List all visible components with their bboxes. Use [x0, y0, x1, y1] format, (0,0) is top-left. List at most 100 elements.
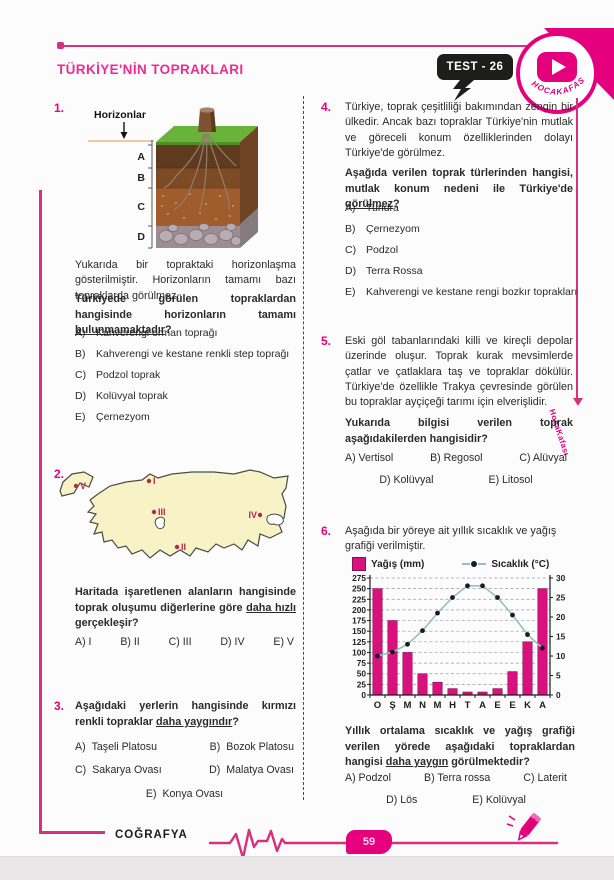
- q5-options-row2: D) Kolüvyal E) Litosol: [345, 474, 567, 486]
- svg-text:E: E: [494, 700, 500, 711]
- q5-option-c: C) Alüvyal: [519, 452, 567, 464]
- q6-option-b: B) Terra rossa: [424, 772, 491, 784]
- horizon-b-label: B: [137, 172, 145, 184]
- q1-option-d: D) Kolüvyal toprak: [75, 390, 168, 402]
- q6-option-e: E) Kolüvyal: [472, 794, 526, 806]
- svg-text:M: M: [404, 700, 412, 711]
- down-arrow-icon: [120, 132, 128, 139]
- q2-option-c: C) III: [168, 636, 192, 648]
- soil-speckles: [161, 193, 234, 220]
- svg-text:10: 10: [556, 651, 566, 661]
- horizon-c-layer: [156, 188, 240, 226]
- horizon-b-layer: [156, 168, 240, 188]
- q3-stem: Aşağıdaki yerlerin hangisinde kırmızı re…: [75, 700, 296, 728]
- q3-options-row2: C) Sakarya Ovası D) Malatya Ovası: [75, 764, 294, 776]
- svg-text:125: 125: [352, 637, 366, 647]
- tree-roots: [163, 133, 237, 211]
- q1-stem: Türkiyede görülen topraklardan hangisind…: [75, 293, 296, 337]
- svg-text:225: 225: [352, 594, 366, 604]
- page-title: TÜRKİYE'NİN TOPRAKLARI: [57, 62, 244, 77]
- horizon-a-layer: [156, 145, 240, 168]
- q2-option-d: D) IV: [220, 636, 245, 648]
- svg-text:Ş: Ş: [389, 700, 395, 711]
- svg-text:275: 275: [352, 573, 366, 583]
- svg-text:0: 0: [556, 690, 561, 700]
- left-rule: [39, 190, 42, 833]
- q1-option-c: C) Podzol toprak: [75, 369, 161, 381]
- q2-options: A) I B) II C) III D) IV E) V: [75, 636, 294, 648]
- q3-option-a: A) Taşeli Platosu: [75, 741, 157, 753]
- figure-label: Horizonlar: [94, 109, 146, 121]
- q6-option-a: A) Podzol: [345, 772, 391, 784]
- svg-text:15: 15: [556, 632, 566, 642]
- q2-option-e: E) V: [273, 636, 294, 648]
- q2-option-b: B) II: [120, 636, 140, 648]
- svg-text:250: 250: [352, 584, 366, 594]
- temp-legend-icon: [462, 561, 487, 567]
- svg-text:T: T: [465, 700, 471, 711]
- q3-option-b: B) Bozok Platosu: [209, 741, 294, 753]
- q4-number: 4.: [321, 100, 332, 114]
- q6-options-row2: D) Lös E) Kolüvyal: [345, 794, 567, 806]
- q2-option-a: A) I: [75, 636, 92, 648]
- marker-v-label: V: [80, 481, 86, 491]
- q5-options-row1: A) Vertisol B) Regosol C) Alüvyal: [345, 452, 567, 464]
- svg-text:A: A: [479, 700, 486, 711]
- q6-option-d: D) Lös: [386, 794, 418, 806]
- page-number-badge: 59: [346, 830, 392, 854]
- q3-options-row1: A) Taşeli Platosu B) Bozok Platosu: [75, 741, 294, 753]
- q4-option-a: A) Tundra: [345, 202, 399, 214]
- precip-legend-swatch: [352, 557, 366, 571]
- q4-option-d: D) Terra Rossa: [345, 265, 423, 277]
- q5-stem: Yukarıda bilgisi verilen toprak aşağıdak…: [345, 417, 573, 445]
- q5-option-a: A) Vertisol: [345, 452, 394, 464]
- chart-legend: Yağış (mm) Sıcaklık (°C): [352, 557, 574, 571]
- svg-text:O: O: [374, 700, 381, 711]
- q1-intro: Yukarıda bir topraktaki horizonlaşma gös…: [75, 259, 296, 302]
- q3-option-d: D) Malatya Ovası: [209, 764, 294, 776]
- q5-option-d: D) Kolüvyal: [379, 474, 434, 486]
- climate-chart: 0255075100125150175200225250275051015202…: [352, 573, 566, 711]
- svg-text:A: A: [539, 700, 546, 711]
- q5-number: 5.: [321, 334, 332, 348]
- lake-van: [266, 513, 284, 526]
- horizon-c-label: C: [137, 201, 145, 213]
- svg-text:50: 50: [357, 669, 367, 679]
- q1-option-a: A) Kahverengi orman toprağı: [75, 327, 218, 339]
- q6-number: 6.: [321, 524, 332, 538]
- right-rule-arrow: [572, 398, 583, 406]
- q6-stem: Yıllık ortalama sıcaklık ve yağış grafiğ…: [345, 725, 575, 769]
- svg-text:20: 20: [556, 612, 566, 622]
- right-rule: [576, 98, 579, 398]
- column-divider: [303, 96, 304, 800]
- svg-text:5: 5: [556, 671, 561, 681]
- q6-option-c: C) Laterit: [523, 772, 567, 784]
- marker-iv-label: IV: [248, 510, 257, 520]
- q4-option-b: B) Çernezyom: [345, 223, 420, 235]
- q4-intro: Türkiye, toprak çeşitliliği bakımından z…: [345, 101, 573, 159]
- turkey-map: V I III IV II: [59, 469, 289, 559]
- lake-tuz: [154, 516, 165, 530]
- horizon-a-label: A: [137, 151, 145, 163]
- q4-options: A) Tundra B) Çernezyom C) Podzol D) Terra Ro…: [345, 202, 577, 307]
- q1-option-e: E) Çernezyom: [75, 411, 150, 423]
- heartbeat-line: [208, 828, 559, 860]
- svg-text:K: K: [524, 700, 531, 711]
- soil-block-side: [240, 126, 258, 226]
- left-rule-foot: [39, 831, 105, 834]
- q1-option-b: B) Kahverengi ve kestane renkli step topr…: [75, 348, 290, 360]
- q1-number: 1.: [54, 101, 65, 115]
- q4-option-c: C) Podzol: [345, 244, 399, 256]
- brand-logo: HOCAKAFASI: [514, 30, 598, 114]
- q3-option-e: E) Konya Ovası: [145, 788, 224, 800]
- q3-option-c: C) Sakarya Ovası: [75, 764, 162, 776]
- marker-i-label: I: [153, 476, 156, 486]
- svg-text:0: 0: [361, 690, 366, 700]
- pencil-icon: [506, 813, 541, 841]
- lightning-bolt-icon: [453, 80, 474, 101]
- temp-legend-label: Sıcaklık (°C): [491, 558, 550, 570]
- q4-option-e: E) Kahverengi ve kestane rengi bozkır top…: [345, 286, 578, 298]
- marker-iii-label: III: [158, 507, 166, 517]
- test-number-badge: TEST - 26: [437, 54, 513, 80]
